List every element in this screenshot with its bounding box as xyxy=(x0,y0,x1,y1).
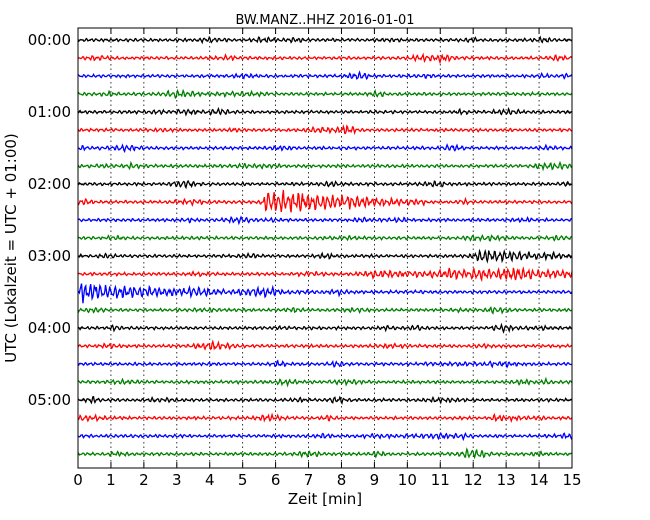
trace-4 xyxy=(77,106,573,117)
trace-14 xyxy=(77,283,573,304)
trace-19 xyxy=(77,376,573,388)
x-tick-label-0: 0 xyxy=(73,471,83,489)
trace-20 xyxy=(77,395,573,405)
x-tick-label-14: 14 xyxy=(530,471,549,489)
x-tick-label-7: 7 xyxy=(304,471,314,489)
trace-group xyxy=(77,35,573,460)
trace-8 xyxy=(77,179,573,190)
vertical-gridlines xyxy=(110,28,540,468)
y-axis-label: UTC (Lokalzeit = UTC + 01:00) xyxy=(2,133,20,363)
chart-title: BW.MANZ..HHZ 2016-01-01 xyxy=(235,13,414,28)
y-tick-label-0: 00:00 xyxy=(28,31,71,49)
trace-7 xyxy=(77,160,573,172)
trace-0 xyxy=(77,35,573,45)
x-tick-label-6: 6 xyxy=(271,471,281,489)
y-tick-group: 00:00 01:00 02:00 03:00 04:00 05:00 xyxy=(28,31,572,409)
trace-22 xyxy=(77,431,573,442)
trace-2 xyxy=(77,70,573,81)
trace-12 xyxy=(77,248,573,264)
trace-21 xyxy=(77,412,573,423)
trace-17 xyxy=(77,339,573,351)
x-tick-label-9: 9 xyxy=(370,471,380,489)
x-tick-label-1: 1 xyxy=(106,471,116,489)
plot-frame xyxy=(77,27,573,469)
trace-11 xyxy=(77,233,573,243)
trace-1 xyxy=(77,52,573,65)
x-tick-label-2: 2 xyxy=(139,471,149,489)
y-tick-label-2: 02:00 xyxy=(28,175,71,193)
x-axis-label: Zeit [min] xyxy=(288,490,362,508)
trace-6 xyxy=(77,143,573,154)
x-tick-label-4: 4 xyxy=(205,471,215,489)
x-tick-label-10: 10 xyxy=(398,471,417,489)
y-tick-label-4: 04:00 xyxy=(28,319,71,337)
trace-9 xyxy=(77,189,573,213)
y-tick-label-3: 03:00 xyxy=(28,247,71,265)
x-tick-label-8: 8 xyxy=(337,471,347,489)
y-tick-label-5: 05:00 xyxy=(28,391,71,409)
x-tick-label-15: 15 xyxy=(562,471,581,489)
trace-10 xyxy=(77,215,573,226)
trace-13 xyxy=(77,266,573,283)
trace-3 xyxy=(77,88,573,100)
x-tick-label-5: 5 xyxy=(238,471,248,489)
x-tick-label-3: 3 xyxy=(172,471,182,489)
trace-23 xyxy=(77,447,573,460)
x-tick-label-11: 11 xyxy=(431,471,450,489)
trace-5 xyxy=(77,124,573,136)
x-tick-group: 0 1 2 3 4 5 6 7 8 9 10 11 12 13 14 15 xyxy=(73,28,582,489)
trace-16 xyxy=(77,322,573,334)
trace-15 xyxy=(77,306,573,315)
y-tick-label-1: 01:00 xyxy=(28,103,71,121)
trace-18 xyxy=(77,359,572,369)
x-tick-label-12: 12 xyxy=(464,471,483,489)
x-tick-label-13: 13 xyxy=(497,471,516,489)
